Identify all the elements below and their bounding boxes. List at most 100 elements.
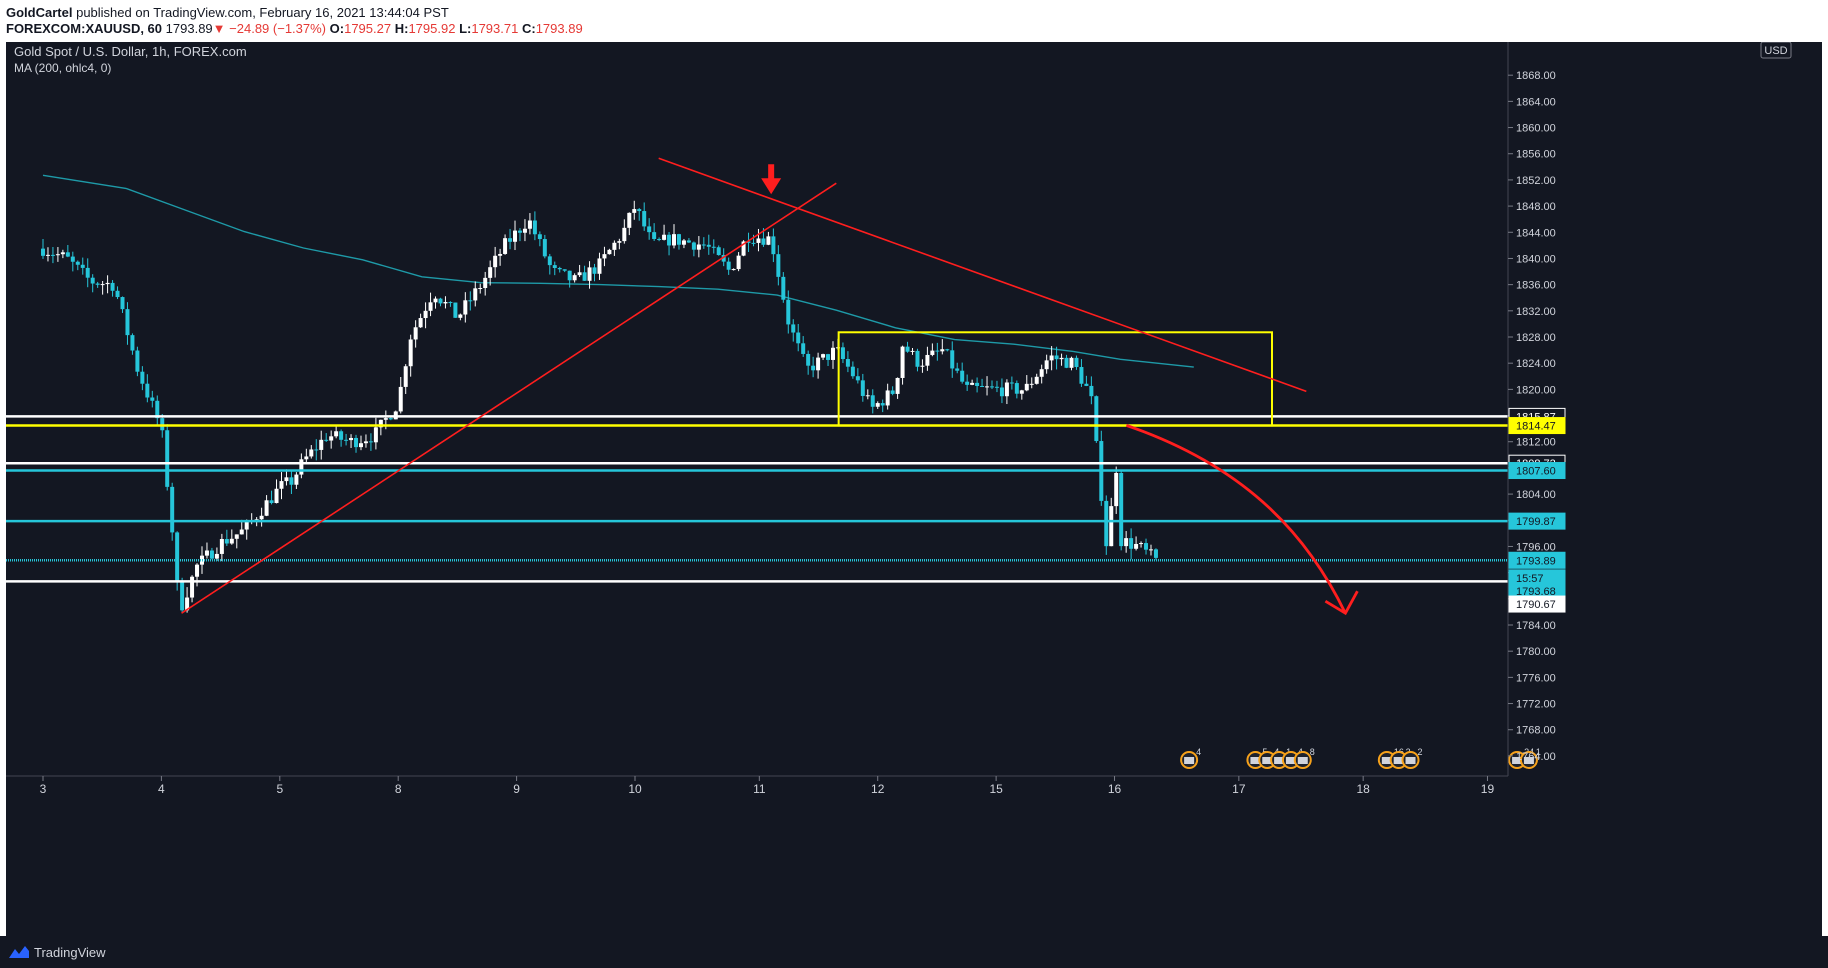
author-name[interactable]: GoldCartel	[6, 5, 73, 20]
candle-body	[855, 376, 860, 381]
trendline	[658, 157, 1307, 393]
y-tick-label: 1864.00	[1516, 96, 1556, 108]
x-tick-label: 5	[276, 782, 283, 796]
candle-body	[617, 241, 622, 243]
candle-body	[398, 386, 403, 412]
y-tick-label: 1824.00	[1516, 358, 1556, 370]
candle-body	[289, 477, 294, 485]
candle-body	[1074, 357, 1079, 368]
candle-body	[537, 234, 542, 240]
candle-body	[632, 209, 637, 213]
price-tag-label: 1807.60	[1516, 466, 1556, 478]
candle-body	[105, 282, 110, 285]
x-tick-label: 8	[395, 782, 402, 796]
candle-body	[935, 350, 940, 352]
candle-body	[1029, 383, 1034, 385]
candle-body	[945, 349, 950, 351]
candle-body	[1064, 357, 1069, 368]
candle-body	[493, 255, 498, 268]
candle-body	[458, 314, 463, 318]
candle-body	[766, 236, 771, 245]
candle-body	[791, 324, 796, 333]
chart-area[interactable]: 4541481622241 1764.001768.001772.001776.…	[6, 41, 1822, 936]
low-label: L:	[459, 21, 472, 36]
candle-body	[468, 300, 473, 302]
footer-bar: TradingView	[0, 936, 1828, 968]
candle-body	[1019, 390, 1024, 394]
candle-body	[1129, 538, 1134, 549]
us-flag-icon	[1381, 757, 1392, 764]
candle-body	[50, 254, 55, 256]
candle-body	[627, 212, 632, 228]
candle-body	[1044, 360, 1049, 370]
candle-body	[960, 370, 965, 382]
x-tick-label: 19	[1481, 782, 1495, 796]
candle-body	[1153, 549, 1158, 558]
price-tag-label: 1790.67	[1516, 599, 1556, 611]
candle-body	[865, 395, 870, 397]
price-chart[interactable]: 4541481622241 1764.001768.001772.001776.…	[6, 41, 1822, 936]
us-flag-icon	[1393, 757, 1404, 764]
candle-body	[980, 385, 985, 387]
candle-body	[264, 500, 269, 516]
candle-body	[786, 299, 791, 325]
y-tick-label: 1796.00	[1516, 541, 1556, 553]
candle-body	[55, 254, 60, 256]
candle-body	[796, 332, 801, 344]
axes-layer: 1764.00 1768.00 1772.00 1776.00 1780.00 1784.…	[6, 42, 1556, 796]
y-tick-label: 1776.00	[1516, 672, 1556, 684]
candle-body	[453, 302, 458, 318]
candle-body	[622, 227, 627, 242]
candle-body	[433, 298, 438, 303]
candle-body	[1079, 367, 1084, 384]
candle-body	[572, 275, 577, 281]
candle-body	[279, 481, 284, 489]
candle-body	[582, 272, 587, 281]
candle-body	[672, 234, 677, 246]
candle-body	[806, 353, 811, 366]
candle-body	[681, 240, 686, 245]
candle-body	[478, 287, 483, 289]
event-count: 1	[1536, 747, 1541, 757]
candle-body	[736, 255, 741, 270]
candle-body	[1059, 357, 1064, 360]
candle-body	[607, 249, 612, 255]
published-date: published on TradingView.com, February 1…	[76, 5, 449, 20]
trendline	[181, 182, 837, 614]
price-tag-label: 1814.47	[1516, 421, 1556, 433]
candle-body	[463, 300, 468, 315]
y-tick-label: 1832.00	[1516, 306, 1556, 318]
candle-body	[130, 335, 135, 351]
candle-body	[1009, 382, 1014, 384]
y-tick-label: 1856.00	[1516, 149, 1556, 161]
candle-body	[701, 244, 706, 246]
candle-body	[1084, 383, 1089, 386]
tradingview-brand[interactable]: TradingView	[34, 945, 106, 960]
candle-body	[175, 532, 180, 583]
events-layer: 4541481622241	[1180, 747, 1541, 769]
candle-body	[339, 431, 344, 440]
candle-body	[557, 268, 562, 270]
candle-body	[711, 246, 716, 248]
y-tick-label: 1852.00	[1516, 175, 1556, 187]
candle-body	[831, 347, 836, 360]
x-tick-label: 11	[753, 782, 766, 796]
candle-body	[428, 302, 433, 311]
candle-body	[642, 211, 647, 227]
candle-body	[180, 582, 185, 611]
candle-body	[527, 220, 532, 229]
currency-box[interactable]	[1760, 41, 1792, 59]
projection-arrow-head	[1324, 590, 1359, 616]
candle-body	[781, 276, 786, 300]
candle-body	[1024, 383, 1029, 391]
y-tick-label: 1860.00	[1516, 123, 1556, 135]
candle-body	[706, 244, 711, 247]
candle-body	[756, 238, 761, 243]
candle-body	[448, 302, 453, 304]
candle-body	[160, 418, 165, 431]
candle-body	[691, 242, 696, 250]
symbol-label: FOREXCOM:XAUUSD, 60	[6, 21, 163, 36]
candle-body	[314, 449, 319, 451]
candle-body	[354, 437, 359, 448]
y-tick-label: 1780.00	[1516, 646, 1556, 658]
